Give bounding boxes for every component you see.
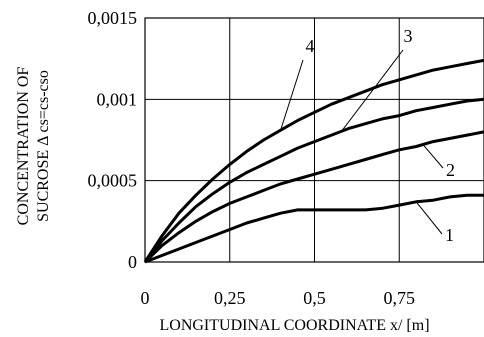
curves [143, 58, 484, 264]
x-tick-label: 0,75 [384, 288, 416, 308]
x-axis-title: LONGITUDINAL COORDINATE x/ [m] [159, 317, 429, 334]
leader-line-2 [422, 144, 444, 169]
y-tick-label: 0,001 [97, 89, 138, 109]
curve-label-1: 1 [445, 225, 454, 245]
curve-label-4: 4 [306, 36, 315, 56]
y-tick-label: 0,0015 [88, 8, 138, 28]
y-tick-labels: 0 0,0005 0,001 0,0015 [88, 8, 138, 272]
y-axis-title-line: CONCENTRATION OF [15, 67, 32, 226]
curve-label-3: 3 [404, 26, 413, 46]
plot-frame [144, 17, 484, 263]
x-tick-labels: 0 0,25 0,5 0,75 [141, 288, 416, 308]
label-leaders [280, 49, 444, 235]
y-tick-label: 0,0005 [88, 171, 138, 191]
y-axis-title-line: SUCROSE Δ cs=cs-cso [35, 70, 52, 222]
x-tick-label: 0,5 [303, 288, 326, 308]
x-tick-label: 0 [141, 288, 150, 308]
y-axis-title: CONCENTRATION OF SUCROSE Δ cs=cs-cso [15, 67, 52, 226]
grid [145, 18, 484, 262]
series-3-line [143, 97, 484, 263]
leader-line-1 [415, 201, 443, 235]
series-1-line [144, 193, 484, 264]
curve-labels: 1 2 3 4 [306, 26, 456, 245]
x-tick-label: 0,25 [214, 288, 246, 308]
series-2-line [143, 130, 484, 264]
y-tick-label: 0 [128, 252, 137, 272]
series-4-line [143, 58, 484, 263]
leader-line-3 [341, 49, 404, 132]
curve-label-2: 2 [446, 160, 455, 180]
leader-line-4 [280, 59, 304, 131]
